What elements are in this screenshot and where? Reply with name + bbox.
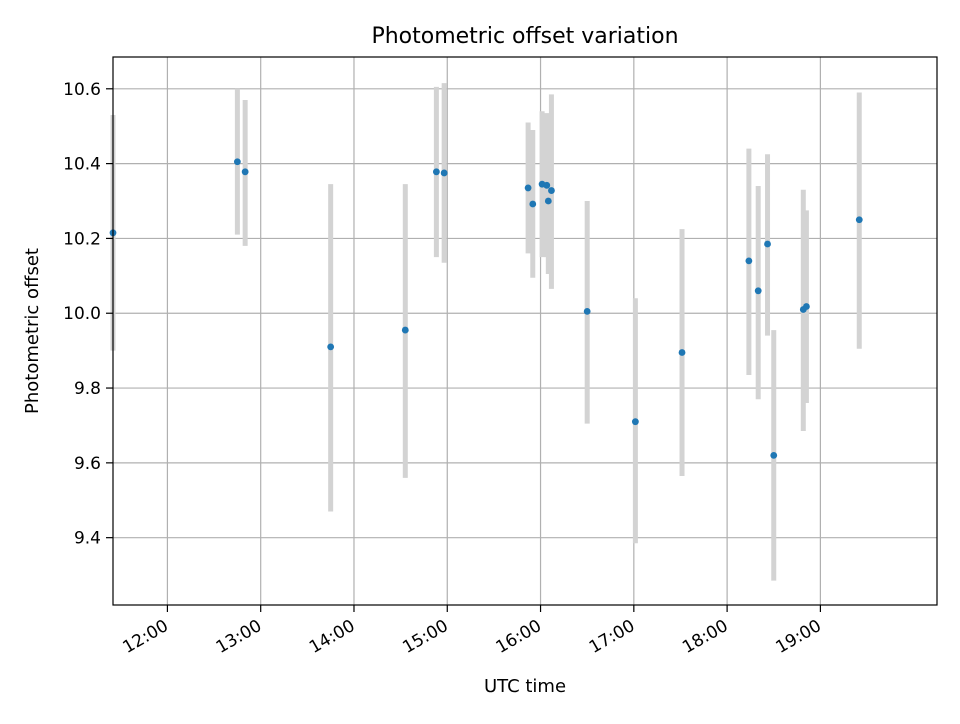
data-point — [678, 349, 686, 356]
data-point — [855, 216, 863, 224]
data-point — [241, 168, 249, 176]
data-point — [524, 184, 532, 192]
y-axis-label: Photometric offset — [22, 248, 43, 414]
data-point — [631, 418, 639, 426]
data-point — [770, 451, 778, 459]
x-axis-label: UTC time — [484, 676, 566, 697]
data-point — [401, 326, 409, 334]
data-point — [803, 303, 810, 310]
y-tick-label: 9.6 — [74, 454, 101, 474]
data-point — [440, 169, 448, 177]
y-tick-label: 10.0 — [63, 304, 101, 324]
y-tick-label: 10.6 — [63, 80, 101, 100]
chart-title: Photometric offset variation — [371, 24, 678, 49]
data-point — [432, 168, 440, 176]
data-point — [583, 307, 591, 315]
data-point — [233, 158, 241, 166]
y-tick-label: 9.4 — [74, 529, 101, 549]
y-axis: 9.4 9.6 9.8 10.0 10.2 10.4 10.6 — [63, 80, 113, 549]
plot-frame — [112, 56, 938, 606]
y-tick-label: 9.8 — [74, 379, 101, 399]
y-tick-label: 10.2 — [63, 229, 101, 249]
data-point — [544, 197, 552, 205]
data-point — [543, 181, 551, 189]
data-point — [529, 200, 537, 208]
data-points — [109, 158, 863, 459]
y-tick-label: 10.4 — [63, 155, 101, 175]
data-point — [548, 187, 555, 194]
data-point — [754, 287, 762, 295]
data-point — [745, 257, 753, 265]
data-point — [764, 240, 771, 248]
data-point — [327, 343, 335, 351]
